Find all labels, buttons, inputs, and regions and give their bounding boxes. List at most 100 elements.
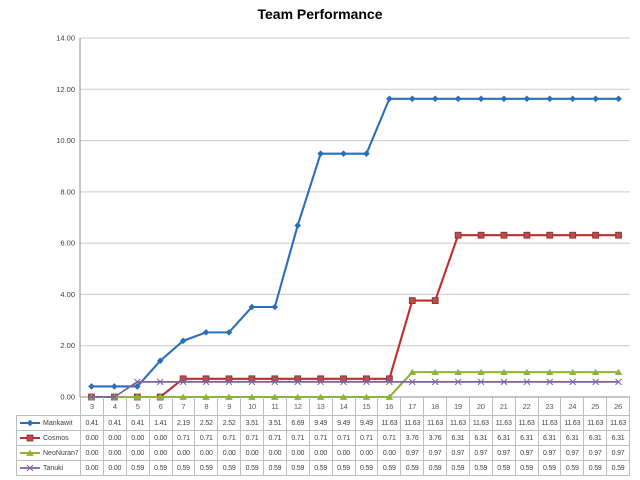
diamond-marker [454, 95, 462, 103]
x-marker [615, 378, 622, 386]
y-tick-label: 6.00 [60, 239, 75, 248]
x-category-label: 10 [240, 397, 264, 416]
value-cell: 0.59 [468, 460, 493, 476]
square-marker [363, 375, 370, 383]
value-cell: 3.76 [423, 430, 447, 446]
x-category-label: 20 [468, 397, 493, 416]
value-cell: 0.59 [194, 460, 219, 476]
square-marker [340, 375, 347, 383]
diamond-marker [111, 383, 118, 390]
value-cell: 0.59 [514, 460, 539, 476]
value-cell: 6.69 [285, 415, 310, 431]
value-cell: 0.71 [285, 430, 310, 446]
value-cell: 11.63 [606, 415, 630, 431]
value-cell: 0.00 [148, 430, 173, 446]
value-cell: 11.63 [400, 415, 425, 431]
diamond-marker [248, 303, 256, 311]
square-marker [271, 375, 279, 383]
square-marker [408, 297, 416, 304]
triangle-up-marker [408, 368, 417, 376]
diamond-marker [408, 95, 416, 103]
diamond-marker [317, 150, 324, 157]
value-cell: 0.59 [400, 460, 425, 476]
triangle-up-marker [591, 368, 600, 376]
legend-label: NeoNuran7 [43, 449, 79, 457]
triangle-up-marker [545, 368, 554, 376]
x-category-label: 17 [400, 397, 425, 416]
x-category-label: 23 [537, 397, 562, 416]
x-marker [248, 378, 256, 386]
value-cell: 0.59 [446, 460, 470, 476]
series-line [91, 371, 619, 399]
diamond-marker [156, 357, 164, 365]
legend-key-mankawit: Mankawit [16, 415, 81, 431]
triangle-up-marker [477, 368, 485, 376]
legend-key-cosmos: Cosmos [16, 430, 81, 446]
value-cell: 11.63 [468, 415, 493, 431]
value-cell: 0.00 [285, 445, 310, 461]
square-marker [592, 231, 600, 239]
diamond-marker [523, 95, 531, 103]
value-cell: 0.59 [537, 460, 562, 476]
x-marker [179, 378, 187, 386]
chart-title: Team Performance [257, 6, 383, 22]
value-cell: 0.71 [240, 430, 264, 446]
value-cell: 0.71 [171, 430, 196, 446]
value-cell: 0.59 [148, 460, 173, 476]
series-neonuran7 [87, 368, 623, 400]
x-category-label: 13 [308, 397, 333, 416]
triangle-up-marker [614, 368, 623, 376]
value-cell: 0.41 [80, 415, 104, 431]
diamond-marker [271, 303, 279, 311]
y-tick-label: 4.00 [60, 290, 75, 299]
diamond-marker [500, 95, 508, 103]
value-cell: 0.00 [102, 445, 127, 461]
square-marker [385, 375, 393, 383]
series-line [91, 381, 619, 398]
diamond-marker [294, 222, 302, 229]
square-marker [248, 375, 256, 383]
square-marker [569, 231, 577, 239]
y-tick-label: 0.00 [60, 393, 75, 402]
value-cell: 2.52 [217, 415, 242, 431]
data-table: 3 4 5 6 7 8 9 10 11 12 13 14 15 16 17 18 19 20 21 22 23 24 25 2… [16, 397, 630, 476]
x-category-label: 21 [491, 397, 516, 416]
value-cell: 0.59 [263, 460, 287, 476]
value-cell: 11.63 [491, 415, 516, 431]
x-marker [523, 378, 531, 386]
x-category-label: 6 [148, 397, 173, 416]
value-cell: 0.97 [606, 445, 630, 461]
value-cell: 0.00 [125, 430, 150, 446]
square-marker [294, 375, 302, 383]
y-tick-label: 12.00 [56, 85, 75, 94]
x-marker [26, 464, 34, 472]
value-cell: 0.00 [354, 445, 379, 461]
series-line [91, 97, 619, 388]
value-cell: 0.00 [148, 445, 173, 461]
x-marker [408, 378, 416, 386]
series-mankawit [88, 95, 622, 390]
value-cell: 0.41 [102, 415, 127, 431]
legend-key-neonuran7: NeoNuran7 [16, 445, 81, 461]
value-cell: 0.00 [308, 445, 333, 461]
x-marker [592, 378, 599, 386]
table-row-neonuran7: NeoNuran7 0.00 0.00 0.00 0.00 0.00 0.00 0.00 0.0… [16, 445, 630, 461]
x-category-label: 14 [331, 397, 356, 416]
value-cell: 0.00 [171, 445, 196, 461]
value-cell: 0.59 [240, 460, 264, 476]
x-marker [546, 378, 554, 386]
square-marker [317, 375, 325, 383]
value-cell: 9.49 [308, 415, 333, 431]
value-cell: 1.41 [148, 415, 173, 431]
value-cell: 0.97 [468, 445, 493, 461]
x-category-label: 9 [217, 397, 242, 416]
x-marker [202, 378, 210, 386]
value-cell: 11.63 [423, 415, 447, 431]
x-marker [340, 378, 347, 386]
x-marker [500, 378, 508, 386]
value-cell: 6.31 [537, 430, 562, 446]
value-cell: 0.00 [240, 445, 264, 461]
value-cell: 0.59 [491, 460, 516, 476]
x-category-label: 11 [263, 397, 287, 416]
x-category-label: 4 [102, 397, 127, 416]
